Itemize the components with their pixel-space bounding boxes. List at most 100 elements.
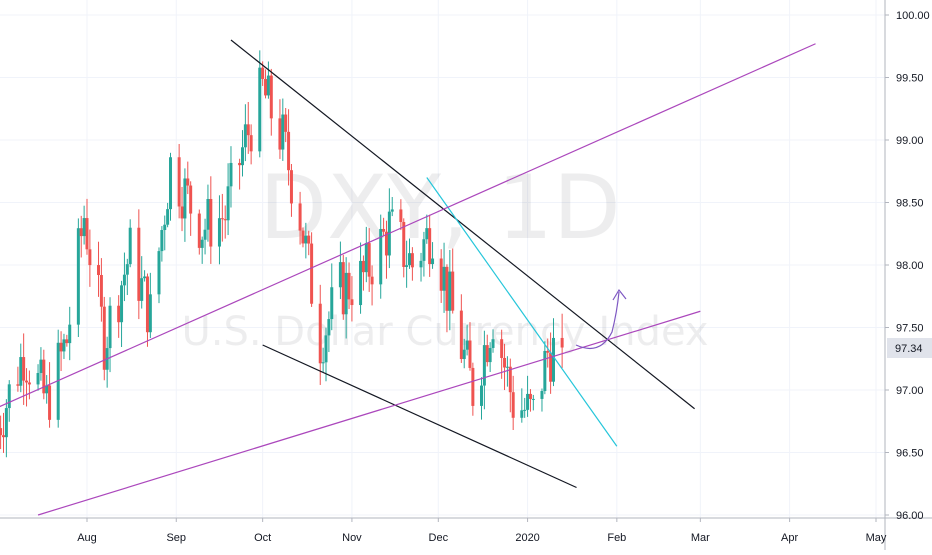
candle-body[interactable]	[240, 147, 244, 166]
candle-body[interactable]	[405, 265, 409, 267]
candle-body[interactable]	[287, 131, 291, 171]
candle-body[interactable]	[540, 391, 544, 399]
candle-body[interactable]	[448, 271, 452, 311]
upper-rising-trendline[interactable]	[0, 43, 816, 409]
candle-body[interactable]	[281, 114, 285, 150]
candle-body[interactable]	[482, 345, 486, 386]
candle-body[interactable]	[125, 264, 129, 275]
candle-body[interactable]	[549, 352, 553, 382]
candle-body[interactable]	[217, 218, 221, 247]
candle-body[interactable]	[203, 229, 207, 240]
candle-body[interactable]	[324, 335, 328, 363]
candle-body[interactable]	[520, 410, 524, 418]
candle-body[interactable]	[442, 266, 446, 291]
candle-body[interactable]	[399, 209, 403, 222]
candle-body[interactable]	[42, 359, 46, 394]
candle-body[interactable]	[364, 243, 368, 273]
candle-body[interactable]	[16, 384, 20, 386]
candle-body[interactable]	[451, 271, 455, 311]
price-axis[interactable]: 100.00 99.50 99.00 98.50 98.00 97.50 97.00 96.5…	[885, 10, 930, 522]
candle-body[interactable]	[68, 324, 72, 344]
candle-body[interactable]	[428, 228, 432, 265]
time-axis[interactable]: Aug Sep Oct Nov Dec 2020 Feb Mar Apr May	[77, 518, 887, 544]
candle-body[interactable]	[157, 251, 161, 295]
candle-body[interactable]	[1, 435, 5, 438]
candle-body[interactable]	[465, 340, 469, 350]
candle-body[interactable]	[97, 265, 101, 276]
candle-body[interactable]	[382, 228, 386, 232]
candle-body[interactable]	[186, 178, 190, 186]
candle-body[interactable]	[367, 243, 371, 277]
candle-body[interactable]	[278, 118, 282, 150]
candle-body[interactable]	[264, 78, 268, 96]
candle-body[interactable]	[344, 272, 348, 315]
candle-body[interactable]	[220, 218, 224, 220]
candle-body[interactable]	[143, 276, 147, 279]
candle-body[interactable]	[229, 162, 233, 187]
candle-body[interactable]	[480, 385, 483, 406]
candle-body[interactable]	[19, 357, 23, 386]
candle-body[interactable]	[468, 340, 472, 368]
candle-body[interactable]	[266, 75, 270, 96]
candle-body[interactable]	[528, 393, 532, 399]
candle-body[interactable]	[422, 239, 426, 261]
candle-body[interactable]	[419, 260, 423, 268]
candle-body[interactable]	[169, 157, 173, 210]
candle-body[interactable]	[379, 228, 383, 285]
candle-body[interactable]	[471, 367, 475, 406]
candle-body[interactable]	[209, 198, 213, 247]
candle-body[interactable]	[338, 262, 342, 288]
candles[interactable]	[0, 50, 564, 458]
candle-body[interactable]	[546, 350, 550, 353]
candle-body[interactable]	[511, 392, 515, 418]
candle-body[interactable]	[526, 393, 530, 410]
candle-body[interactable]	[269, 75, 273, 119]
candle-body[interactable]	[197, 213, 201, 248]
candle-body[interactable]	[505, 366, 509, 368]
candle-body[interactable]	[99, 275, 103, 307]
candle-body[interactable]	[246, 124, 250, 136]
candle-body[interactable]	[0, 428, 3, 436]
candle-body[interactable]	[45, 385, 49, 394]
candle-body[interactable]	[485, 345, 489, 363]
candle-body[interactable]	[59, 342, 63, 352]
candle-body[interactable]	[7, 384, 11, 409]
candle-body[interactable]	[56, 342, 60, 420]
candle-body[interactable]	[177, 157, 181, 207]
candle-body[interactable]	[85, 218, 89, 250]
candle-body[interactable]	[445, 266, 449, 311]
candle-body[interactable]	[318, 303, 322, 364]
candle-body[interactable]	[183, 178, 187, 219]
candle-body[interactable]	[350, 299, 354, 306]
trend-drawings[interactable]	[0, 39, 816, 516]
candle-body[interactable]	[117, 305, 121, 323]
candle-body[interactable]	[249, 135, 253, 152]
candle-body[interactable]	[140, 278, 144, 301]
lower-channel-line[interactable]	[262, 344, 577, 489]
candle-body[interactable]	[120, 285, 124, 323]
candle-body[interactable]	[551, 337, 555, 382]
candle-body[interactable]	[431, 258, 435, 265]
candle-body[interactable]	[160, 230, 164, 252]
candle-body[interactable]	[238, 162, 242, 166]
candle-body[interactable]	[304, 235, 308, 244]
projection-arrow-curve[interactable]	[575, 291, 620, 349]
candle-body[interactable]	[543, 350, 547, 392]
candle-body[interactable]	[560, 337, 564, 348]
candle-body[interactable]	[82, 218, 86, 237]
candle-body[interactable]	[298, 203, 302, 231]
candle-body[interactable]	[145, 276, 149, 333]
candle-body[interactable]	[22, 357, 26, 381]
candle-body[interactable]	[289, 170, 293, 204]
candle-body[interactable]	[261, 67, 265, 79]
candle-body[interactable]	[189, 185, 193, 214]
candle-body[interactable]	[523, 409, 527, 411]
candle-body[interactable]	[200, 239, 204, 248]
candle-body[interactable]	[258, 67, 262, 152]
candle-body[interactable]	[425, 228, 429, 240]
candle-body[interactable]	[439, 258, 443, 291]
candle-body[interactable]	[390, 209, 394, 212]
candle-body[interactable]	[508, 366, 512, 393]
candle-body[interactable]	[36, 373, 40, 385]
candle-body[interactable]	[79, 228, 83, 237]
